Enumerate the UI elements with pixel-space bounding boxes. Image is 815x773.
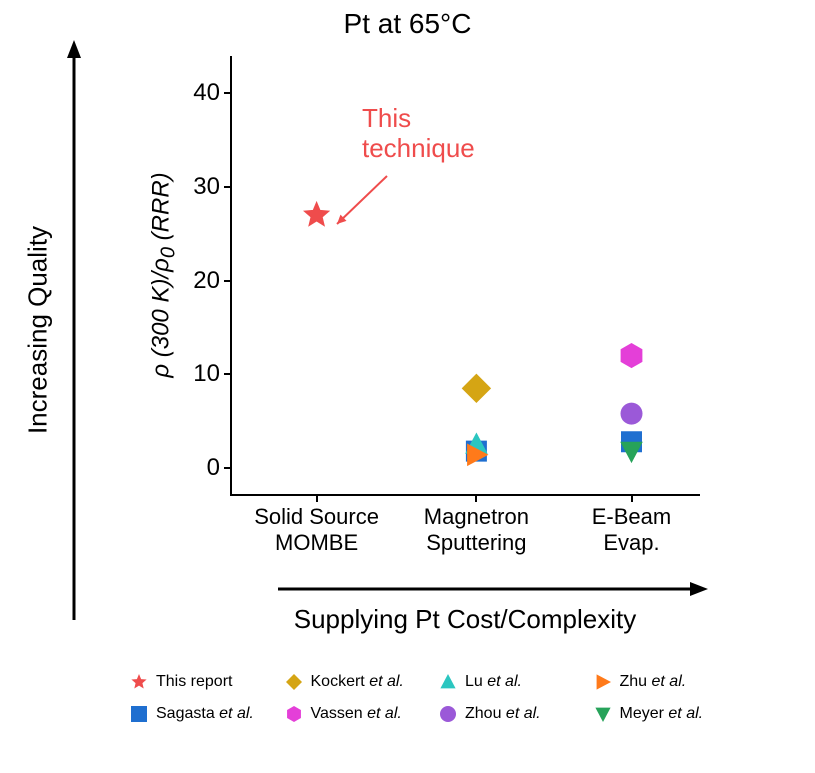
marker-this_report bbox=[304, 202, 329, 226]
y-tick-label: 30 bbox=[193, 173, 220, 201]
legend-label: Zhu et al. bbox=[620, 673, 687, 691]
marker-vassen bbox=[621, 344, 642, 368]
legend-item-vassen: Vassen et al. bbox=[285, 700, 432, 728]
legend-item-kockert: Kockert et al. bbox=[285, 668, 432, 696]
y-tick-label: 0 bbox=[207, 454, 220, 482]
y-tick-label: 20 bbox=[193, 267, 220, 295]
y-tick bbox=[224, 92, 232, 94]
y-tick bbox=[224, 467, 232, 469]
triangle-up-icon bbox=[439, 673, 457, 691]
star-icon bbox=[130, 673, 148, 691]
y-tick bbox=[224, 280, 232, 282]
marker-kockert bbox=[462, 374, 490, 402]
x-tick bbox=[316, 494, 318, 502]
legend-label: Sagasta et al. bbox=[156, 705, 254, 723]
y-tick-label: 10 bbox=[193, 360, 220, 388]
legend-item-lu: Lu et al. bbox=[439, 668, 586, 696]
x-tick bbox=[475, 494, 477, 502]
legend-label: Lu et al. bbox=[465, 673, 522, 691]
legend-item-meyer: Meyer et al. bbox=[594, 700, 741, 728]
x-tick-label: Magnetron Sputtering bbox=[424, 504, 529, 557]
chart-title: Pt at 65°C bbox=[0, 8, 815, 40]
legend: This report Kockert et al. Lu et al. Zhu et… bbox=[130, 668, 740, 728]
y-outer-axis-label: Increasing Quality bbox=[23, 226, 54, 434]
triangle-down-icon bbox=[594, 705, 612, 723]
triangle-right-icon bbox=[594, 673, 612, 691]
legend-label: Zhou et al. bbox=[465, 705, 541, 723]
legend-label: Vassen et al. bbox=[311, 705, 402, 723]
data-markers bbox=[232, 56, 700, 494]
legend-item-zhu: Zhu et al. bbox=[594, 668, 741, 696]
y-tick bbox=[224, 186, 232, 188]
plot-area: ρ (300 K)/ρ0 (RRR) This technique 010203… bbox=[230, 56, 700, 496]
x-outer-arrow-icon bbox=[278, 578, 708, 600]
legend-label: Kockert et al. bbox=[311, 673, 404, 691]
legend-label: Meyer et al. bbox=[620, 705, 704, 723]
y-tick bbox=[224, 373, 232, 375]
legend-item-this_report: This report bbox=[130, 668, 277, 696]
x-outer-axis-label: Supplying Pt Cost/Complexity bbox=[230, 604, 700, 635]
legend-item-zhou: Zhou et al. bbox=[439, 700, 586, 728]
y-axis-label: ρ (300 K)/ρ0 (RRR) bbox=[148, 172, 181, 377]
hexagon-icon bbox=[285, 705, 303, 723]
x-tick-label: Solid Source MOMBE bbox=[254, 504, 379, 557]
square-icon bbox=[130, 705, 148, 723]
legend-item-sagasta: Sagasta et al. bbox=[130, 700, 277, 728]
legend-label: This report bbox=[156, 673, 232, 691]
circle-icon bbox=[439, 705, 457, 723]
figure-container: Pt at 65°C Increasing Quality ρ (300 K)/… bbox=[0, 0, 815, 773]
x-tick-label: E-Beam Evap. bbox=[592, 504, 671, 557]
x-tick bbox=[631, 494, 633, 502]
y-outer-arrow-icon bbox=[62, 40, 86, 620]
y-tick-label: 40 bbox=[193, 79, 220, 107]
marker-zhou bbox=[621, 403, 643, 425]
diamond-icon bbox=[285, 673, 303, 691]
